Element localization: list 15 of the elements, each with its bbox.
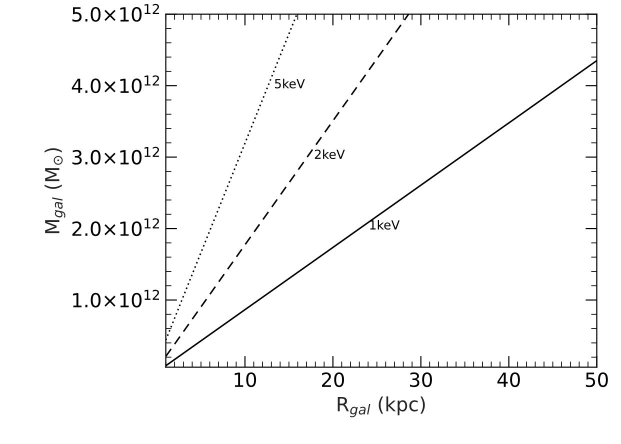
series-label: 1keV [370,220,400,230]
y-axis-title: M$_{gal}$ (M$_{⊙}$) [44,148,66,234]
y-tick-label: 2.0×10$^{12}$ [72,218,160,236]
series-label: 5keV [274,78,305,88]
x-tick-label: 10 [234,372,256,388]
y-tick-label: 1.0×10$^{12}$ [73,290,160,308]
series-label: 2keV [314,149,345,160]
y-tick-label: 5.0×10$^{12}$ [72,4,160,22]
x-tick-label: 20 [322,372,344,388]
y-tick-label: 4.0×10$^{12}$ [72,75,160,94]
x-tick-label: 30 [410,372,432,388]
x-tick-label: 40 [497,372,520,388]
y-tick-label: 3.0×10$^{12}$ [72,146,160,165]
x-axis-title: R$_{gal}$ (kpc) [338,396,425,418]
x-tick-label: 50 [586,372,608,388]
